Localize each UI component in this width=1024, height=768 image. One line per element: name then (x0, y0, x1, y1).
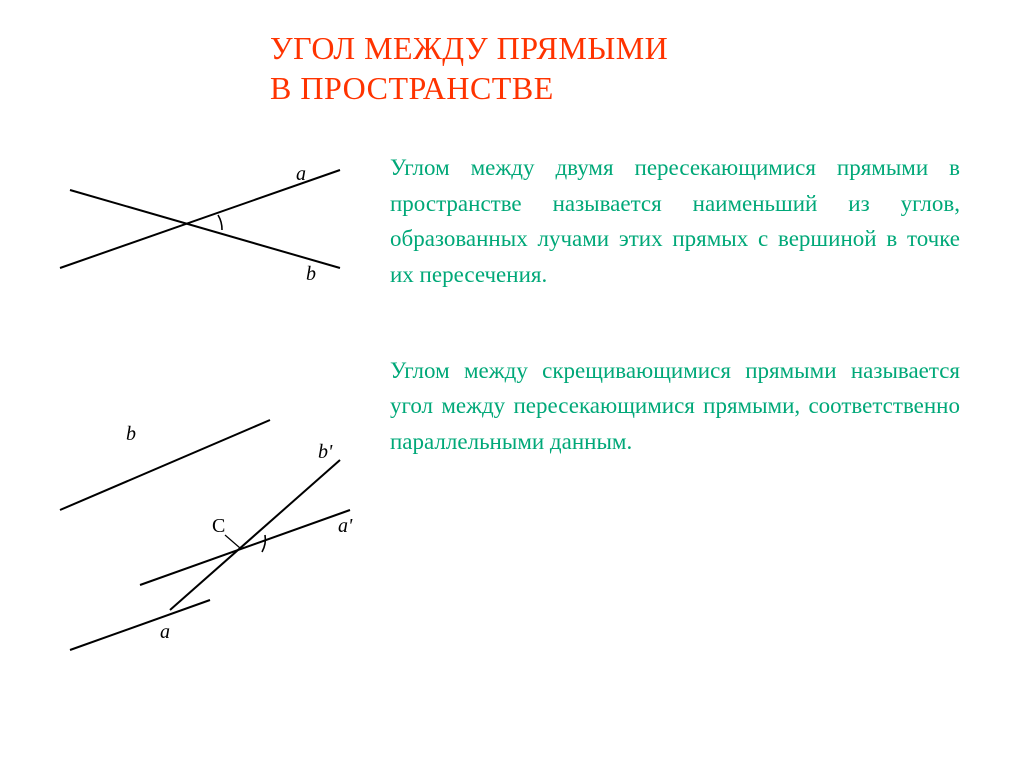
diagram2-angle-arc (262, 535, 265, 552)
diagram-skew-svg: b b' a' a C (40, 400, 370, 670)
diagram-skew: b b' a' a C (40, 400, 370, 670)
paragraph-2: Углом между скрещивающимися прямыми назы… (390, 353, 960, 460)
diagram2-label-b-prime: b' (318, 441, 333, 463)
slide-title: УГОЛ МЕЖДУ ПРЯМЫМИ В ПРОСТРАНСТВЕ (270, 28, 870, 108)
diagram-intersecting-svg: a b (50, 150, 360, 300)
diagram2-line-a-prime (140, 510, 350, 585)
diagram1-label-a: a (296, 163, 306, 185)
diagram2-line-b (60, 420, 270, 510)
diagram2-label-a: a (160, 621, 170, 643)
diagram-intersecting: a b (50, 150, 360, 300)
title-line-1: УГОЛ МЕЖДУ ПРЯМЫМИ (270, 30, 668, 66)
diagram2-c-dash (225, 535, 240, 548)
diagram1-angle-arc (218, 215, 222, 230)
diagram1-label-b: b (306, 263, 316, 285)
diagram2-line-b-prime (170, 460, 340, 610)
diagram2-label-c: C (212, 515, 225, 537)
paragraph-1: Углом между двумя пересекающимися прямым… (390, 150, 960, 293)
diagram2-label-a-prime: a' (338, 515, 353, 537)
body-column: Углом между двумя пересекающимися прямым… (390, 150, 960, 519)
slide: УГОЛ МЕЖДУ ПРЯМЫМИ В ПРОСТРАНСТВЕ a b b … (0, 0, 1024, 768)
title-line-2: В ПРОСТРАНСТВЕ (270, 70, 554, 106)
diagram2-label-b: b (126, 423, 136, 445)
diagram2-line-a (70, 600, 210, 650)
diagram1-line-b (70, 190, 340, 268)
